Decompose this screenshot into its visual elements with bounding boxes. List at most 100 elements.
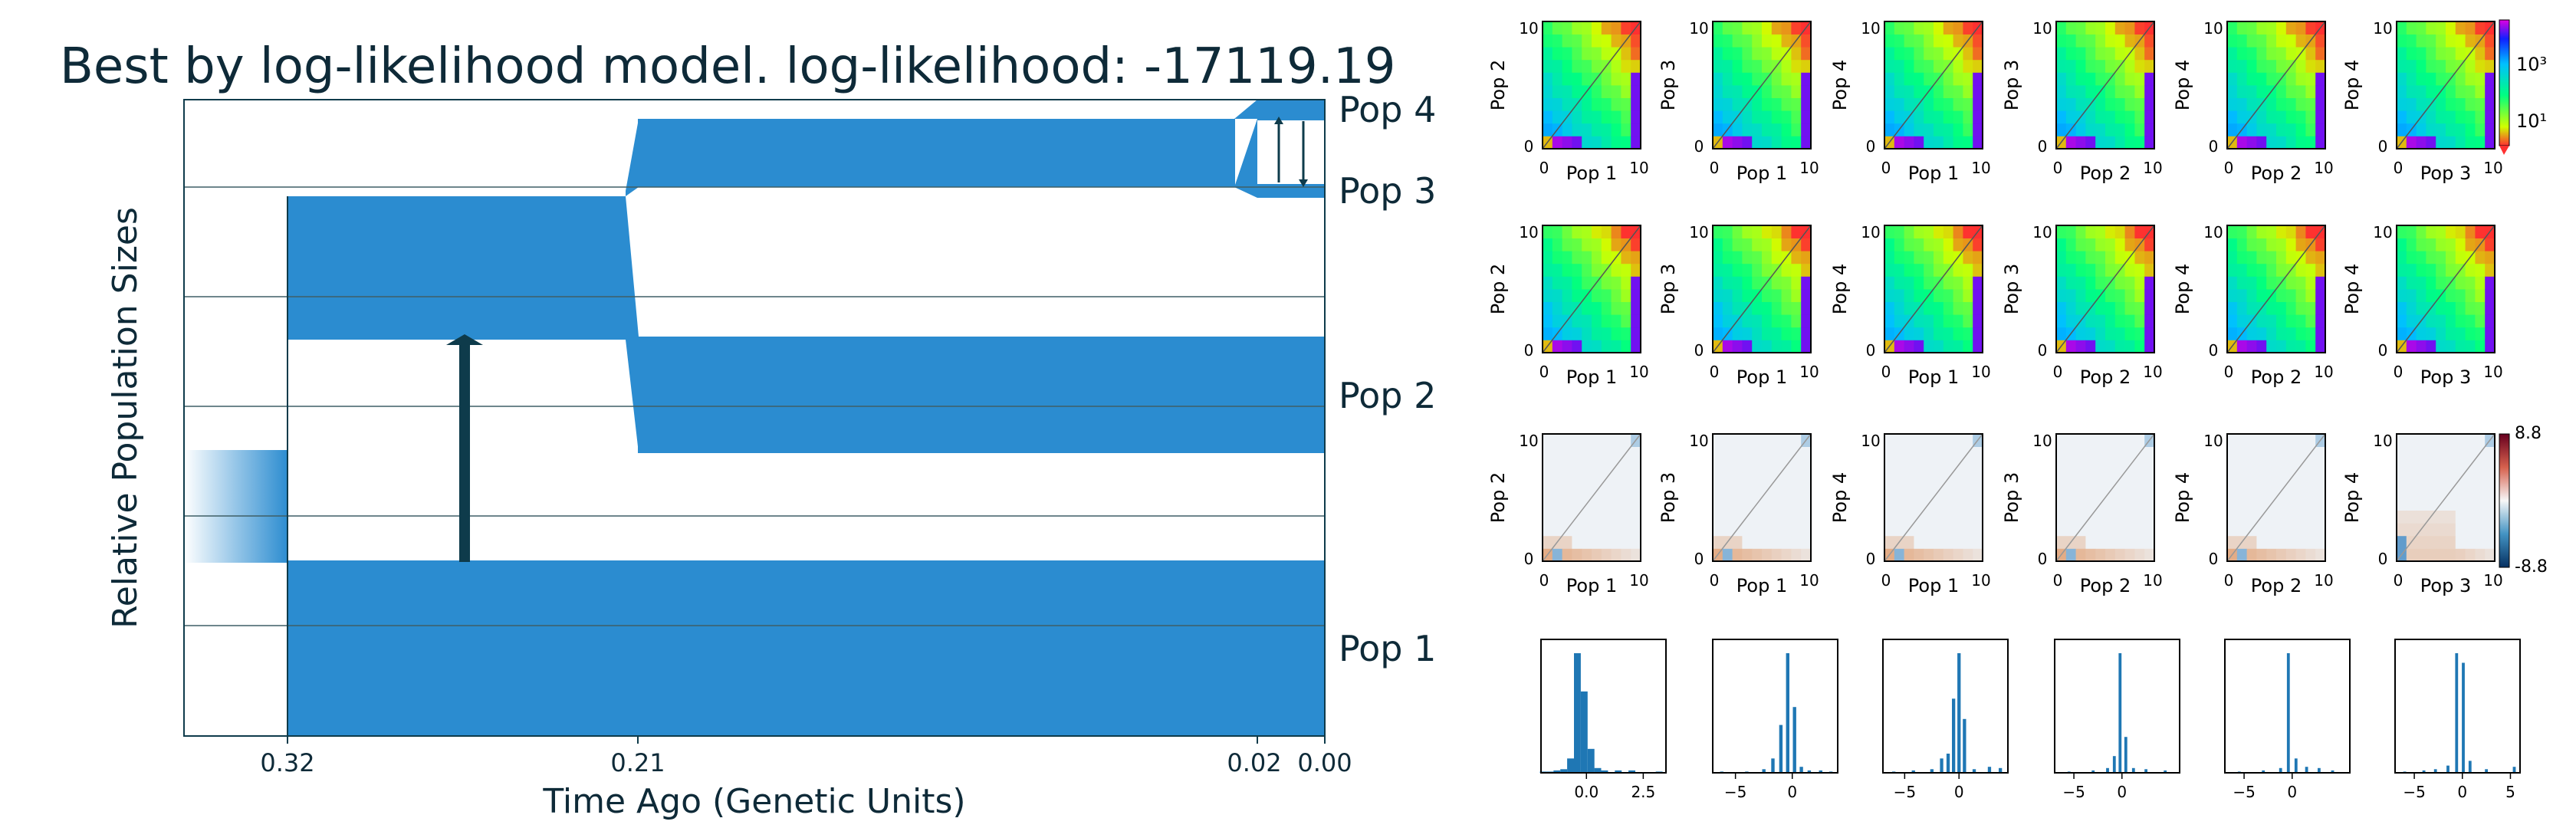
heatmap-cell — [2246, 263, 2257, 277]
heatmap-cell — [2285, 21, 2296, 34]
histogram-tick-label: 0.0 — [1574, 783, 1598, 801]
heatmap-cell — [1904, 34, 1914, 48]
heatmap-cell — [1543, 485, 1553, 498]
heatmap-cell — [1621, 459, 1631, 473]
heatmap-cell — [1621, 535, 1631, 549]
heatmap-cell — [2134, 535, 2145, 549]
heatmap-cell — [2065, 459, 2076, 473]
heatmap-cell — [1582, 434, 1592, 447]
heatmap-cell — [2475, 472, 2486, 485]
histogram-tick-label: −5 — [2233, 783, 2255, 801]
heatmap-cell — [1752, 34, 1763, 48]
heatmap-cell — [1543, 301, 1553, 315]
heatmap-cell — [1791, 85, 1802, 98]
heatmap-cell — [2305, 47, 2316, 61]
heatmap-cell — [1914, 263, 1924, 277]
heatmap-cell — [2436, 434, 2446, 447]
heatmap-cell — [1953, 289, 1963, 302]
heatmap-cell — [1552, 59, 1562, 73]
heatmap-cell — [1552, 301, 1562, 315]
heatmap-cell — [2256, 238, 2267, 251]
heatmap-x-tick: 0 — [1881, 571, 1891, 590]
heatmap-cell — [1894, 523, 1904, 537]
heatmap-cell — [2114, 34, 2125, 48]
heatmap-cell — [2295, 59, 2306, 73]
heatmap-cell — [1924, 238, 1934, 251]
heatmap-cell — [1801, 446, 1812, 460]
heatmap-cell — [1752, 434, 1763, 447]
heatmap-cell — [1884, 459, 1895, 473]
heatmap-cell — [1582, 47, 1592, 61]
heatmap-cell — [1884, 289, 1895, 302]
heatmap-cell — [1742, 238, 1753, 251]
heatmap-cell — [2144, 47, 2155, 61]
heatmap-cell — [1752, 301, 1763, 315]
histogram-bar — [1771, 758, 1775, 773]
heatmap-cell — [2285, 485, 2296, 498]
heatmap-cell — [1713, 97, 1723, 111]
heatmap-cell — [2246, 459, 2257, 473]
heatmap-y-label: Pop 4 — [2341, 264, 2363, 314]
heatmap-cell — [2095, 301, 2106, 315]
heatmap-cell — [2236, 97, 2247, 111]
heatmap-cell — [2095, 276, 2106, 290]
heatmap-cell — [1762, 238, 1773, 251]
heatmap-cell — [1592, 21, 1602, 34]
heatmap-cell — [1713, 472, 1723, 485]
heatmap-cell — [1592, 301, 1602, 315]
heatmap-cell — [2485, 301, 2496, 315]
heatmap-cell — [1631, 276, 1641, 290]
histogram-tick-label: 2.5 — [1631, 783, 1655, 801]
heatmap-cell — [2075, 34, 2086, 48]
x-tick-label: 0.32 — [260, 748, 314, 777]
heatmap-cell — [2095, 263, 2106, 277]
histogram-bar — [1807, 770, 1812, 773]
heatmap-cell — [1713, 21, 1723, 34]
heatmap-cell — [1904, 459, 1914, 473]
heatmap-cell — [2227, 327, 2238, 340]
heatmap-cell — [1752, 535, 1763, 549]
heatmap-cell — [1953, 72, 1963, 86]
heatmap-cell — [2485, 314, 2496, 328]
heatmap-cell — [1552, 523, 1562, 537]
heatmap-cell — [2305, 225, 2316, 238]
heatmap-cell — [2114, 97, 2125, 111]
heatmap-cell — [2266, 225, 2277, 238]
heatmap-cell — [1562, 548, 1572, 562]
heatmap-cell — [2256, 251, 2267, 264]
heatmap-cell — [1722, 276, 1733, 290]
heatmap-cell — [2406, 548, 2417, 562]
heatmap-cell — [2085, 276, 2096, 290]
heatmap-cell — [1572, 535, 1582, 549]
heatmap-cell — [1552, 289, 1562, 302]
heatmap-cell — [1572, 485, 1582, 498]
heatmap-cell — [1601, 21, 1612, 34]
heatmap-cell — [1973, 136, 1983, 150]
diagonal-line — [1884, 21, 1983, 150]
histogram-tick-label: 0 — [2457, 783, 2467, 801]
heatmap-cell — [2475, 21, 2486, 34]
heatmap-cell — [2246, 510, 2257, 524]
x-tick-label: 0.02 — [1227, 748, 1281, 777]
heatmap-cell — [2416, 21, 2426, 34]
heatmap-cell — [2397, 327, 2407, 340]
histogram-bar — [2118, 653, 2122, 773]
heatmap-x-tick: 10 — [1971, 363, 1990, 381]
heatmap-cell — [1924, 97, 1934, 111]
heatmap-cell — [1914, 459, 1924, 473]
heatmap-cell — [2075, 301, 2086, 315]
heatmap-cell — [2144, 59, 2155, 73]
heatmap-cell — [1781, 225, 1792, 238]
heatmap-cell — [1914, 498, 1924, 511]
heatmap-cell — [1562, 327, 1572, 340]
heatmap-cell — [1924, 340, 1934, 353]
histogram-bar — [2462, 662, 2465, 773]
heatmap-x-label: Pop 3 — [2420, 575, 2471, 596]
heatmap-cell — [1611, 85, 1622, 98]
heatmap-cell — [2285, 238, 2296, 251]
heatmap-cell — [1762, 123, 1773, 136]
heatmap-cell — [1894, 276, 1904, 290]
heatmap-cell — [1582, 34, 1592, 48]
heatmap-cell — [2266, 97, 2277, 111]
diagonal-line — [1542, 21, 1641, 150]
